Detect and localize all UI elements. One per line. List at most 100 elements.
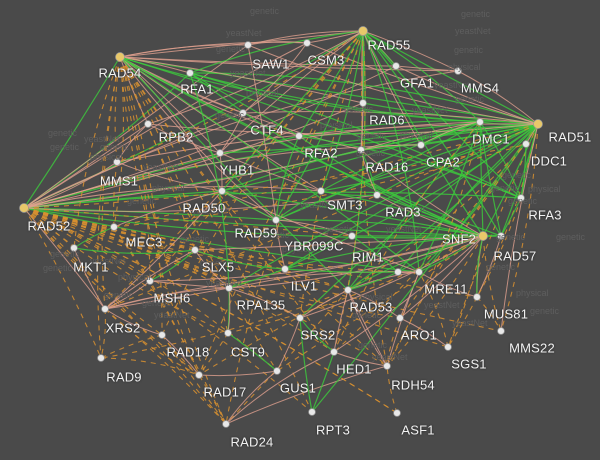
node-rad59[interactable] <box>272 216 280 224</box>
edge-yeastNet[interactable] <box>347 121 481 291</box>
edge-yeastNet[interactable] <box>298 135 522 199</box>
edge-genetic[interactable] <box>119 56 388 367</box>
edge-physical[interactable] <box>198 370 278 377</box>
edge-physical[interactable] <box>276 317 301 372</box>
edge-physical[interactable] <box>119 41 308 58</box>
node-rad24[interactable] <box>222 420 230 428</box>
edge-physical[interactable] <box>23 42 308 209</box>
edge-physical[interactable] <box>104 249 196 310</box>
edge-yeastNet[interactable] <box>320 123 539 192</box>
edge-yeastNet[interactable] <box>275 219 484 237</box>
edge-genetic[interactable] <box>104 308 200 376</box>
edge-yeastNet[interactable] <box>119 56 481 123</box>
edge-genetic[interactable] <box>73 56 121 249</box>
edge-genetic[interactable] <box>23 207 151 282</box>
node-dmc1[interactable] <box>476 118 484 126</box>
edge-genetic[interactable] <box>104 123 539 310</box>
edge-genetic[interactable] <box>225 289 349 425</box>
node-xrs2[interactable] <box>101 305 109 313</box>
edge-genetic[interactable] <box>198 374 227 425</box>
edge-yeastNet[interactable] <box>362 30 420 273</box>
edge-physical[interactable] <box>333 289 349 353</box>
node-rpt3[interactable] <box>308 408 316 416</box>
edge-genetic[interactable] <box>97 56 121 359</box>
edge-yeastNet[interactable] <box>299 317 313 413</box>
node-rad18[interactable] <box>158 331 166 339</box>
node-slx5[interactable] <box>191 246 199 254</box>
edge-genetic[interactable] <box>23 207 75 249</box>
edge-physical[interactable] <box>500 123 539 332</box>
node-srs2[interactable] <box>296 314 304 322</box>
node-rad53[interactable] <box>344 286 352 294</box>
edge-physical[interactable] <box>275 219 286 270</box>
edge-physical[interactable] <box>360 144 422 151</box>
node-smt3[interactable] <box>317 187 325 195</box>
edge-genetic[interactable] <box>225 30 364 425</box>
edge-yeastNet[interactable] <box>360 149 378 196</box>
edge-yeastNet[interactable] <box>23 56 121 209</box>
edge-physical[interactable] <box>119 56 149 125</box>
edge-genetic[interactable] <box>23 207 449 348</box>
edge-genetic[interactable] <box>23 207 502 332</box>
edge-genetic[interactable] <box>23 207 335 353</box>
edge-physical[interactable] <box>219 152 322 192</box>
edge-yeastNet[interactable] <box>311 351 335 413</box>
edge-genetic[interactable] <box>100 334 163 359</box>
edge-genetic[interactable] <box>100 308 106 359</box>
node-saw1[interactable] <box>244 41 252 49</box>
edge-genetic[interactable] <box>23 207 388 367</box>
node-rfa2[interactable] <box>295 132 303 140</box>
edge-physical[interactable] <box>23 44 249 209</box>
edge-yeastNet[interactable] <box>420 121 481 146</box>
node-rim1[interactable] <box>394 268 402 276</box>
node-sgs1[interactable] <box>444 343 452 351</box>
edge-yeastNet[interactable] <box>284 268 399 273</box>
edge-yeastNet[interactable] <box>311 123 539 413</box>
edge-physical[interactable] <box>73 247 106 310</box>
edge-genetic[interactable] <box>100 357 200 376</box>
edge-yeastNet[interactable] <box>376 123 539 196</box>
node-mms22[interactable] <box>497 327 505 335</box>
edge-physical[interactable] <box>147 30 364 125</box>
edge-physical[interactable] <box>275 219 353 237</box>
edge-genetic[interactable] <box>276 235 484 372</box>
edge-yeastNet[interactable] <box>189 72 230 289</box>
node-ctf4[interactable] <box>239 109 247 117</box>
edge-genetic[interactable] <box>161 30 364 336</box>
edge-genetic[interactable] <box>23 207 398 414</box>
edge-genetic[interactable] <box>476 296 502 332</box>
edge-genetic[interactable] <box>113 143 527 228</box>
edge-physical[interactable] <box>104 280 151 310</box>
edge-yeastNet[interactable] <box>362 30 522 199</box>
edge-yeastNet[interactable] <box>189 72 539 125</box>
edge-physical[interactable] <box>360 121 481 151</box>
edge-genetic[interactable] <box>347 143 527 291</box>
node-rad3[interactable] <box>373 191 381 199</box>
edge-physical[interactable] <box>360 149 484 237</box>
node-rad55[interactable] <box>358 26 368 36</box>
edge-yeastNet[interactable] <box>275 135 300 221</box>
edge-yeastNet[interactable] <box>23 121 481 209</box>
edge-genetic[interactable] <box>500 123 539 332</box>
edge-physical[interactable] <box>104 287 230 310</box>
edge-physical[interactable] <box>228 235 484 289</box>
edge-genetic[interactable] <box>119 56 313 413</box>
node-rad9[interactable] <box>97 354 105 362</box>
edge-yeastNet[interactable] <box>347 271 399 291</box>
edge-genetic[interactable] <box>333 123 539 353</box>
edge-genetic[interactable] <box>119 56 335 353</box>
edge-physical[interactable] <box>395 65 459 72</box>
edge-physical[interactable] <box>360 102 364 151</box>
edge-yeastNet[interactable] <box>275 123 539 221</box>
node-rfa3[interactable] <box>517 194 525 202</box>
edge-yeastNet[interactable] <box>119 56 502 237</box>
edge-yeastNet[interactable] <box>275 30 364 221</box>
node-rfa1[interactable] <box>186 69 194 77</box>
edge-yeastNet[interactable] <box>73 247 196 254</box>
edge-physical[interactable] <box>23 161 118 209</box>
edge-yeastNet[interactable] <box>23 207 420 273</box>
edge-genetic[interactable] <box>23 207 398 414</box>
edge-physical[interactable] <box>333 351 388 367</box>
edge-physical[interactable] <box>225 370 278 425</box>
edge-yeastNet[interactable] <box>189 30 364 74</box>
